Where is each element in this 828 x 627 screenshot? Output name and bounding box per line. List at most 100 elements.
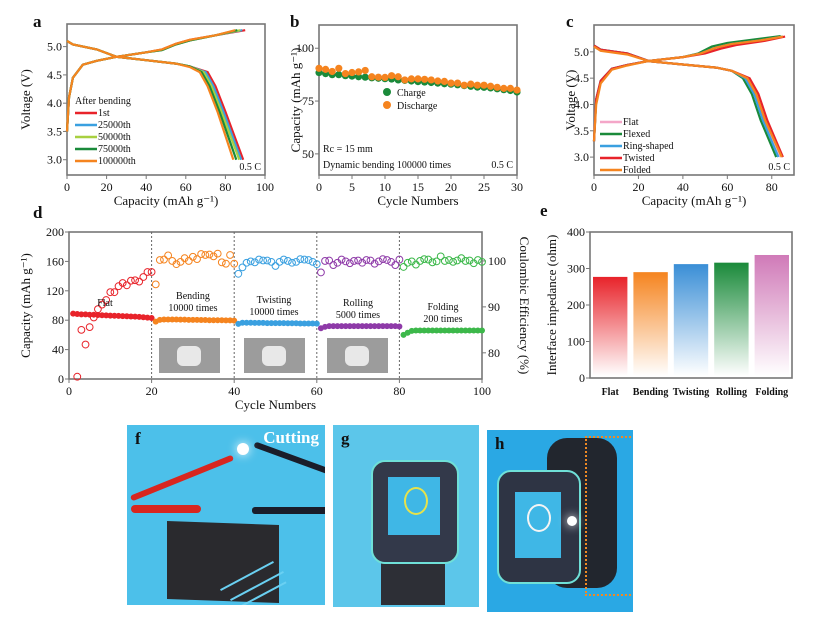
efficiency-point [337, 255, 346, 264]
efficiency-point [300, 255, 309, 264]
y-tick-label: 160 [46, 254, 64, 268]
y-axis-label: Voltage (V) [563, 70, 578, 131]
capacity-point [412, 327, 419, 334]
bar-folding [754, 254, 789, 376]
capacity-point [437, 327, 444, 334]
x-tick-label: 40 [228, 384, 240, 398]
capacity-point [346, 323, 353, 330]
y-axis-label: Capacity (mAh g⁻¹) [18, 253, 33, 358]
efficiency-point [122, 281, 131, 290]
rate-annotation: 0.5 C [239, 162, 261, 173]
capacity-point [441, 327, 448, 334]
chart-a: a 0 20 40 60 80 100 3.0 3.5 4.0 4.5 5.0 Capacity (mA… [18, 12, 274, 208]
capacity-point [363, 323, 370, 330]
efficiency-point [279, 255, 288, 264]
data-point-discharge [328, 67, 336, 76]
efficiency-point [209, 252, 218, 261]
discharge-curve-100000th [66, 40, 235, 161]
efficiency-point [445, 256, 453, 264]
chart-c: c 0 20 40 60 80 3.0 3.5 4.0 4.5 5.0 Capacity (mAh g… [563, 12, 795, 208]
efficiency-point [160, 255, 168, 264]
annotation-rc: Rc = 15 mm [323, 144, 373, 155]
x-tick-label: 100 [473, 384, 491, 398]
efficiency-point [197, 250, 206, 258]
data-point-discharge [374, 73, 382, 81]
y-tick-label: 3.0 [47, 153, 62, 167]
efficiency-point [424, 255, 433, 264]
capacity-point [379, 323, 386, 330]
x-tick-label: 20 [445, 180, 457, 194]
efficiency-point [321, 257, 329, 265]
efficiency-point [465, 256, 474, 265]
efficiency-point [147, 268, 156, 276]
capacity-point [231, 317, 238, 324]
x-tick-label: 0 [591, 180, 597, 194]
efficiency-point [473, 256, 482, 264]
capacity-point [425, 327, 432, 334]
efficiency-point [242, 258, 251, 267]
y-tick-label: 4.5 [47, 68, 62, 82]
panel-letter-h: h [495, 434, 505, 453]
data-point-discharge [355, 68, 363, 76]
efficiency-point [164, 251, 173, 260]
data-point-discharge [315, 64, 323, 72]
discharge-curve-Flexed [593, 44, 778, 158]
capacity-point [338, 323, 345, 330]
x-tick-label: 40 [140, 180, 152, 194]
x-tick-label: 80 [393, 384, 405, 398]
efficiency-point [127, 276, 135, 285]
black-clip [252, 507, 325, 514]
legend-label: Flexed [623, 129, 650, 140]
efficiency-point [263, 256, 272, 265]
discharge-curve-Ring-shaped [593, 44, 780, 158]
data-point-discharge [361, 66, 369, 75]
y-axis-label: Voltage (V) [18, 69, 33, 130]
legend-marker [383, 88, 391, 96]
red-clip [131, 505, 201, 513]
legend-label: Folded [623, 165, 651, 176]
capacity-point [255, 319, 262, 326]
efficiency-point [176, 257, 185, 266]
y-tick-label: 3.0 [574, 150, 589, 164]
data-point-charge [335, 71, 343, 79]
data-point-discharge [440, 77, 448, 86]
efficiency-point [275, 257, 284, 266]
efficiency-point [292, 257, 301, 266]
efficiency-point [193, 255, 201, 264]
capacity-point [214, 317, 221, 324]
capacity-point [445, 327, 452, 334]
category-label: Folding [755, 387, 788, 398]
segment-sublabel: 5000 times [336, 310, 380, 321]
lightbulb-icon [527, 504, 551, 532]
capacity-point [264, 320, 271, 327]
efficiency-point [238, 263, 247, 272]
capacity-point [276, 320, 283, 327]
charge-curve-Folded [592, 35, 784, 142]
capacity-point [177, 316, 184, 323]
capacity-point [222, 317, 229, 324]
segment-sublabel: 10000 times [249, 307, 298, 318]
capacity-point [433, 327, 440, 334]
efficiency-point [428, 258, 437, 267]
x-tick-label: 20 [146, 384, 158, 398]
inset-photo-rolling-detail [345, 346, 369, 366]
efficiency-point [449, 257, 457, 266]
efficiency-point [73, 372, 82, 381]
efficiency-point [267, 257, 276, 266]
efficiency-point [329, 261, 338, 269]
efficiency-point [118, 279, 127, 287]
watch-screen [515, 492, 561, 558]
data-point-discharge [506, 84, 514, 92]
capacity-point [169, 316, 176, 323]
capacity-point [206, 317, 213, 324]
legend-label: Twisted [623, 153, 655, 164]
capacity-point [375, 323, 382, 330]
efficiency-point [358, 258, 367, 267]
capacity-point [284, 320, 291, 327]
right-y-axis-label: Coulombic Efficiency (%) [517, 237, 532, 375]
legend-label: Flat [623, 117, 639, 128]
efficiency-point [85, 323, 94, 331]
y-tick-label: 0 [579, 371, 585, 385]
legend-label: 25000th [98, 120, 131, 131]
y-tick-label: 100 [567, 335, 585, 349]
